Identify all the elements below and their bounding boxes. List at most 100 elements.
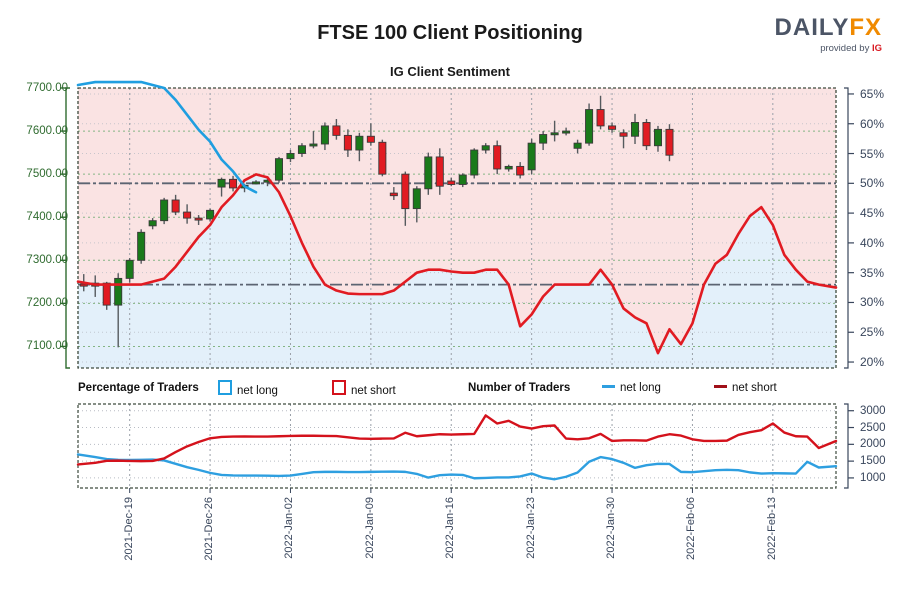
legend-group-number-label: Number of Traders: [468, 382, 571, 394]
candle-body: [148, 220, 157, 227]
lower-axis-tick-label: 1500: [860, 455, 886, 468]
right-axis-tick-label: 40%: [860, 235, 885, 250]
logo-provided-text: provided by: [820, 43, 870, 54]
candle-body: [401, 173, 410, 210]
page-title: FTSE 100 Client Positioning: [317, 22, 583, 44]
left-axis-tick-label: 7600.00: [26, 125, 68, 138]
lower-series-net-short: [76, 414, 838, 466]
area-fill-net-short: [78, 88, 836, 354]
area-fill-net-long: [78, 174, 836, 368]
lower-axis-tick-label: 2000: [860, 438, 886, 451]
candle-body: [102, 282, 111, 306]
candle-body: [470, 149, 479, 176]
candle-body: [573, 142, 582, 149]
right-axis-spine: [844, 87, 849, 369]
candle-body: [527, 142, 536, 171]
candle-body: [286, 153, 295, 160]
candle-body: [114, 277, 123, 306]
net-short-percentage-line: [76, 173, 838, 355]
candle-body: [516, 165, 525, 176]
right-axis-tick-label: 65%: [860, 86, 885, 101]
candle-body: [79, 283, 88, 287]
candle-body: [274, 158, 283, 181]
logo-tagline: provided by IG: [775, 44, 882, 54]
legend-pct-net-short[interactable]: net short: [332, 380, 396, 399]
candle-body: [539, 134, 548, 144]
candle-body: [458, 174, 467, 185]
candle-body: [343, 134, 352, 151]
logo-ig-text: IG: [871, 43, 882, 54]
legend-line-net-long-icon: [602, 385, 615, 388]
candle-body: [562, 130, 571, 134]
candle-body: [229, 178, 238, 189]
candle-body: [297, 145, 306, 154]
candle-body: [585, 109, 594, 144]
candle-body: [424, 156, 433, 190]
candle-body: [631, 122, 640, 137]
candle-body: [596, 109, 605, 127]
legend-group-percentage-label: Percentage of Traders: [78, 382, 199, 394]
lower-axis-tick-label: 2500: [860, 421, 886, 434]
legend-num-net-long[interactable]: net long: [602, 380, 661, 396]
candle-body: [665, 128, 674, 156]
right-axis-tick-label: 60%: [860, 116, 885, 131]
x-axis-tick-label: 2022-Jan-16: [444, 497, 457, 559]
x-axis-tick-label: 2022-Feb-13: [765, 497, 778, 560]
candle-body: [252, 181, 261, 185]
legend-num-net-short[interactable]: net short: [714, 380, 777, 396]
lower-chart-canvas: [76, 403, 854, 493]
x-axis-tick-label: 2022-Jan-09: [363, 497, 376, 559]
x-axis-tick-label: 2022-Jan-30: [605, 497, 618, 559]
lower-axis-tick-label: 3000: [860, 404, 886, 417]
candle-body: [171, 199, 180, 213]
plot-border: [77, 87, 837, 369]
x-axis-tick-label: 2022-Jan-02: [283, 497, 296, 559]
chart-subtitle: IG Client Sentiment: [390, 64, 510, 79]
legend-pct-net-long-label: net long: [237, 385, 278, 397]
logo-wordmark: DAILYFX: [775, 16, 882, 40]
right-axis-tick-label: 25%: [860, 325, 885, 340]
candle-body: [355, 135, 364, 151]
main-chart-canvas: [60, 80, 854, 369]
candle-body: [619, 132, 628, 137]
candle-body: [183, 211, 192, 219]
candle-body: [642, 122, 651, 147]
left-axis-tick-label: 7300.00: [26, 254, 68, 267]
logo-fx-text: FX: [849, 14, 882, 41]
candle-body: [447, 180, 456, 185]
right-axis-tick-label: 55%: [860, 146, 885, 161]
lower-plot-border: [77, 403, 837, 489]
lower-series-net-long: [76, 453, 838, 481]
legend-num-net-long-label: net long: [620, 382, 661, 394]
candle-body: [332, 125, 341, 136]
candle-body: [481, 145, 490, 151]
candle-body: [320, 125, 329, 145]
left-axis-tick-label: 7200.00: [26, 297, 68, 310]
right-axis-tick-label: 35%: [860, 265, 885, 280]
left-axis-tick-label: 7500.00: [26, 168, 68, 181]
left-axis-tick-label: 7400.00: [26, 211, 68, 224]
x-axis-tick-label: 2022-Feb-06: [685, 497, 698, 560]
candle-body: [309, 143, 318, 147]
candle-body: [125, 259, 134, 279]
candle-body: [504, 165, 513, 170]
x-axis-tick-label: 2021-Dec-19: [122, 497, 135, 561]
candle-body: [389, 192, 398, 197]
candle-body: [653, 128, 662, 147]
x-axis-tick-label: 2022-Jan-23: [524, 497, 537, 559]
chart-legend: Percentage of Traders net long net short…: [0, 380, 900, 398]
right-axis-tick-label: 30%: [860, 295, 885, 310]
legend-pct-net-short-label: net short: [351, 385, 396, 397]
candle-body: [366, 135, 375, 143]
legend-line-net-short-icon: [714, 385, 727, 388]
candle-body: [550, 132, 559, 136]
candle-body: [137, 231, 146, 261]
candle-body: [435, 156, 444, 187]
legend-pct-net-long[interactable]: net long: [218, 380, 278, 399]
candle-body: [206, 209, 215, 220]
x-axis-tick-label: 2021-Dec-26: [203, 497, 216, 561]
candle-body: [217, 178, 226, 188]
lower-right-spine: [844, 403, 849, 489]
legend-swatch-net-short-icon: [332, 380, 346, 395]
lower-axis-tick-label: 1000: [860, 471, 886, 484]
